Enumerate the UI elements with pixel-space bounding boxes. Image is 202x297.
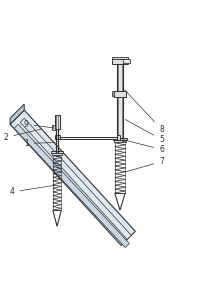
Bar: [112, 59, 128, 64]
Bar: [112, 57, 128, 59]
Polygon shape: [55, 115, 60, 129]
Polygon shape: [14, 124, 129, 247]
Bar: [60, 137, 117, 139]
Polygon shape: [117, 64, 123, 139]
Bar: [123, 59, 130, 63]
Bar: [113, 138, 127, 140]
Text: 9: 9: [24, 120, 53, 129]
Text: 4: 4: [10, 185, 55, 196]
Bar: [114, 91, 126, 97]
Text: 8: 8: [125, 90, 164, 134]
Bar: [114, 140, 126, 143]
Text: 1: 1: [24, 139, 55, 148]
Text: 6: 6: [122, 140, 164, 154]
Bar: [52, 125, 55, 130]
Polygon shape: [20, 118, 131, 239]
Bar: [52, 153, 62, 155]
Bar: [56, 155, 59, 156]
Bar: [122, 140, 125, 141]
Text: 2: 2: [4, 129, 42, 142]
Polygon shape: [118, 64, 122, 139]
Bar: [52, 126, 53, 128]
Bar: [112, 93, 114, 95]
Bar: [55, 135, 60, 139]
Text: 7: 7: [125, 157, 164, 172]
Bar: [117, 135, 120, 140]
Polygon shape: [10, 104, 24, 124]
Bar: [51, 151, 63, 153]
Text: 5: 5: [125, 119, 164, 144]
Bar: [112, 91, 114, 97]
Polygon shape: [56, 115, 58, 129]
Polygon shape: [10, 110, 135, 245]
